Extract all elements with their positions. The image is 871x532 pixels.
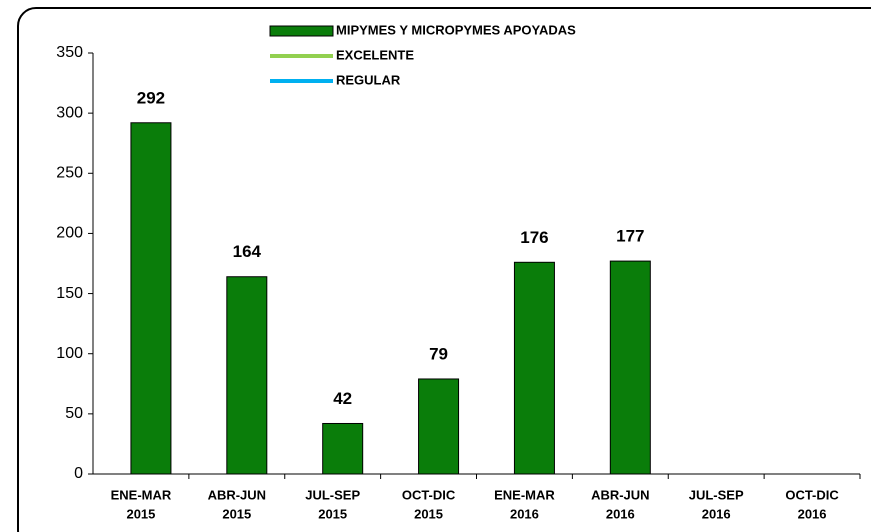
x-tick-label: JUL-SEP (689, 487, 744, 502)
bar (226, 276, 268, 475)
legend-label: REGULAR (336, 72, 401, 87)
x-tick-label: 2016 (606, 506, 635, 521)
legend-label: MIPYMES Y MICROPYMES APOYADAS (336, 22, 576, 37)
y-tick-label: 350 (56, 44, 83, 61)
bar (609, 260, 651, 475)
legend-label: EXCELENTE (336, 47, 414, 62)
value-label: 164 (233, 242, 262, 261)
value-label: 79 (429, 344, 448, 363)
y-tick-label: 0 (74, 465, 83, 482)
y-tick-label: 200 (56, 225, 83, 242)
x-tick-label: OCT-DIC (402, 487, 456, 502)
x-tick-label: 2015 (222, 506, 251, 521)
x-tick-label: 2016 (798, 506, 827, 521)
y-tick-label: 100 (56, 345, 83, 362)
bar (418, 378, 460, 475)
x-tick-label: OCT-DIC (785, 487, 839, 502)
x-tick-label: 2016 (702, 506, 731, 521)
x-tick-label: ENE-MAR (111, 487, 172, 502)
legend-swatch (269, 25, 334, 37)
x-tick-label: 2015 (126, 506, 155, 521)
y-tick-label: 150 (56, 285, 83, 302)
x-tick-label: JUL-SEP (305, 487, 360, 502)
value-label: 177 (616, 227, 644, 246)
x-tick-label: ENE-MAR (494, 487, 555, 502)
bar (130, 122, 172, 475)
x-tick-label: ABR-JUN (208, 487, 267, 502)
bar (322, 422, 364, 475)
x-tick-label: 2016 (510, 506, 539, 521)
y-tick-label: 50 (65, 405, 83, 422)
y-tick-label: 300 (56, 104, 83, 121)
x-tick-label: 2015 (318, 506, 347, 521)
y-tick-label: 250 (56, 165, 83, 182)
value-label: 292 (137, 88, 165, 107)
value-label: 42 (333, 389, 352, 408)
value-label: 176 (520, 228, 548, 247)
bar (513, 261, 555, 475)
x-tick-label: ABR-JUN (591, 487, 650, 502)
x-tick-label: 2015 (414, 506, 443, 521)
